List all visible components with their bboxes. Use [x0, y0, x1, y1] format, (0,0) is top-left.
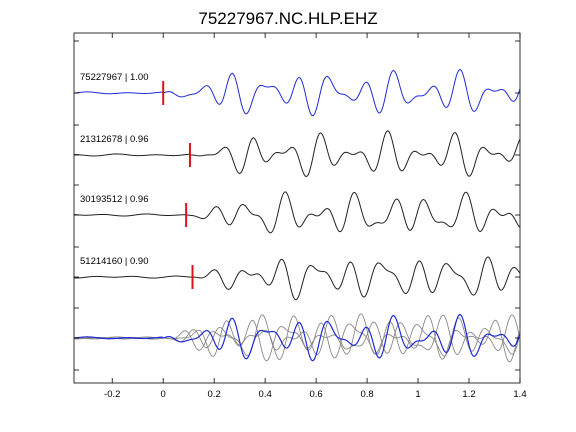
- trace-75227967: [73, 69, 521, 117]
- y-axis-ticks: [74, 40, 520, 371]
- plot-frame: [73, 32, 521, 384]
- chart-title: 75227967.NC.HLP.EHZ: [198, 9, 377, 28]
- x-axis: -0.2 0 0.2 0.4 0.6 0.8 1 1.2 1.4: [104, 33, 527, 400]
- trace-group: 75227967 | 1.00 21312678 | 0.96 30193512 |…: [73, 69, 521, 363]
- trace-label: 75227967 | 1.00: [80, 72, 149, 83]
- x-tick-label: 0.8: [360, 389, 373, 400]
- trace-21312678: [73, 130, 521, 178]
- x-tick-label: 0.2: [208, 389, 221, 400]
- trace-label: 21312678 | 0.96: [80, 134, 149, 145]
- x-tick-label: 0.4: [259, 389, 272, 400]
- trace-51214160: [73, 256, 521, 301]
- x-tick-label: 0.6: [310, 389, 323, 400]
- x-tick-label: 0: [161, 389, 166, 400]
- x-tick-label: 1: [415, 389, 420, 400]
- trace-30193512: [73, 191, 521, 234]
- overlay-trace: [73, 314, 521, 357]
- trace-label: 30193512 | 0.96: [80, 194, 149, 205]
- overlay-master-trace: [73, 314, 521, 362]
- x-tick-label: -0.2: [104, 389, 120, 400]
- x-tick-label: 1.2: [462, 389, 475, 400]
- trace-label: 51214160 | 0.90: [80, 256, 149, 267]
- x-tick-label: 1.4: [513, 389, 526, 400]
